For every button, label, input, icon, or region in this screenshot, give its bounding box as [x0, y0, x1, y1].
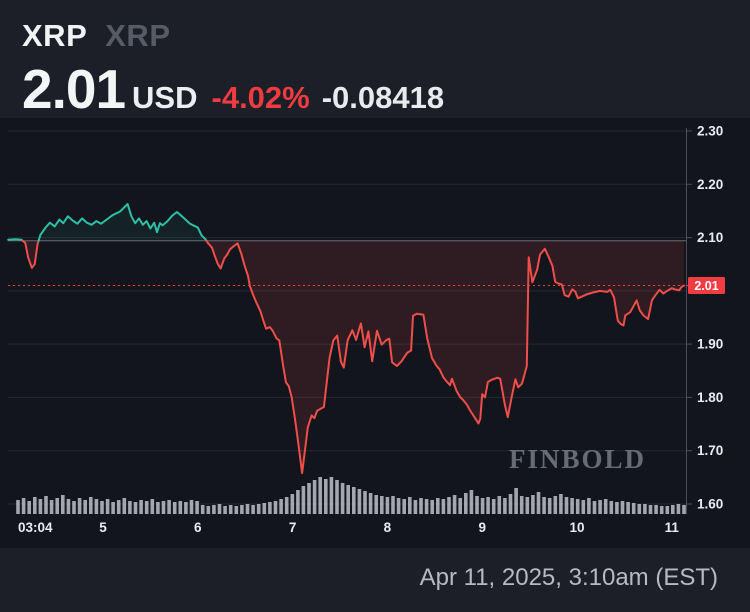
x-axis-label: 7 — [289, 520, 297, 535]
title-row: XRP XRP — [22, 18, 444, 54]
volume-bars — [16, 477, 686, 514]
price-line-segment-down — [205, 239, 686, 475]
y-axis-label: 1.70 — [697, 443, 723, 458]
asset-name: XRP — [22, 18, 88, 53]
price-line-segment-up — [37, 203, 208, 242]
y-axis-label: 2.30 — [697, 124, 723, 139]
x-axis-label: 03:04 — [18, 520, 53, 535]
price-line-segment-down — [21, 239, 40, 269]
y-axis: 2.30 2.20 2.10 1.90 1.80 1.70 1.60 — [686, 124, 723, 514]
price-change-percent: -4.02% — [211, 80, 310, 115]
x-axis-label: 5 — [99, 520, 107, 535]
current-price-value: 2.01 — [22, 58, 126, 120]
current-price-badge-label: 2.01 — [694, 279, 718, 293]
y-axis-label: 2.10 — [697, 230, 723, 245]
price-change-absolute: -0.08418 — [321, 80, 445, 115]
x-axis-label: 6 — [194, 520, 202, 535]
y-axis-label: 2.20 — [697, 177, 723, 192]
x-axis-label: 11 — [665, 520, 680, 535]
y-axis-label: 1.90 — [697, 337, 723, 352]
x-axis-labels: 03:04 5 6 7 8 9 10 11 — [18, 520, 679, 535]
y-axis-label: 1.80 — [697, 390, 723, 405]
finbold-watermark-logo: FINBOLD — [509, 444, 647, 474]
price-gridlines — [8, 130, 686, 505]
asset-ticker: XRP — [105, 18, 171, 53]
price-row: 2.01 USD -4.02% -0.08418 — [22, 62, 444, 117]
x-axis-label: 10 — [569, 520, 584, 535]
x-axis-label: 8 — [384, 520, 392, 535]
chart-header: XRP XRP 2.01 USD -4.02% -0.08418 — [22, 18, 444, 117]
price-currency-label: USD — [132, 80, 198, 115]
price-line — [7, 203, 686, 475]
baseline-area-fills — [8, 204, 685, 474]
y-axis-label: 1.60 — [697, 497, 723, 512]
x-axis-label: 9 — [478, 520, 486, 535]
chart-background — [0, 118, 750, 548]
chart-timestamp: Apr 11, 2025, 3:10am (EST) — [419, 564, 718, 591]
current-price-badge: 2.01 — [686, 277, 725, 294]
